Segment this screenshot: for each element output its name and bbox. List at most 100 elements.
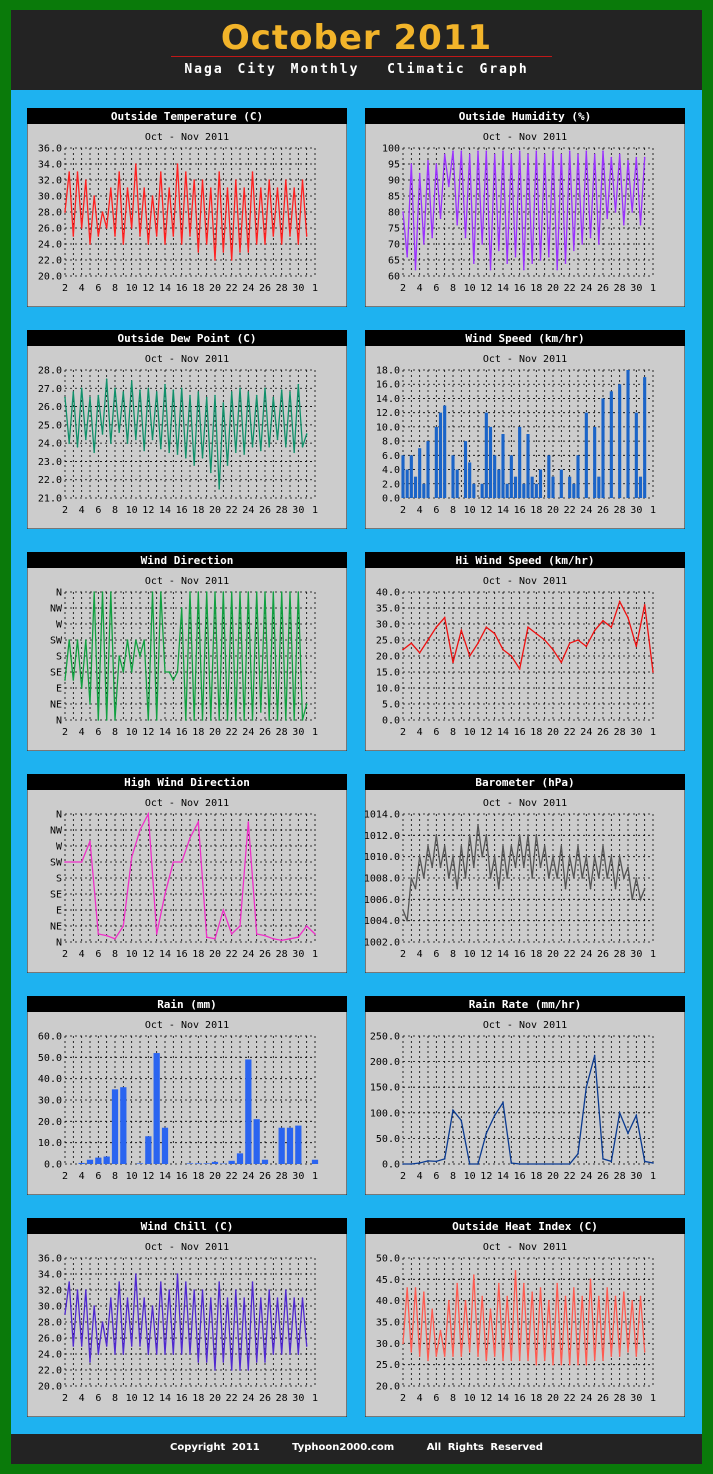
data-point bbox=[305, 703, 308, 705]
data-point bbox=[610, 156, 613, 159]
data-point bbox=[122, 243, 125, 245]
data-point bbox=[568, 855, 571, 858]
chart-title-bar bbox=[27, 774, 347, 790]
data-point bbox=[556, 1282, 558, 1285]
data-point bbox=[147, 243, 150, 245]
data-point bbox=[289, 391, 291, 393]
data-point bbox=[406, 1287, 408, 1289]
x-tick-label: 24 bbox=[242, 727, 254, 738]
y-tick-label: 36.0 bbox=[38, 144, 62, 155]
data-point bbox=[535, 834, 538, 837]
data-point bbox=[180, 387, 183, 390]
data-point bbox=[164, 383, 166, 386]
data-point bbox=[498, 887, 500, 890]
bar bbox=[509, 455, 513, 498]
x-tick-label: 1 bbox=[650, 1171, 656, 1182]
x-tick-label: 4 bbox=[79, 727, 85, 738]
data-point bbox=[543, 1359, 546, 1362]
data-point bbox=[72, 679, 75, 681]
x-tick-label: 30 bbox=[630, 505, 642, 516]
data-point bbox=[114, 1353, 116, 1355]
data-point bbox=[452, 1355, 454, 1357]
x-tick-label: 12 bbox=[142, 949, 154, 960]
chart-background bbox=[27, 1218, 347, 1417]
data-point bbox=[552, 1363, 554, 1366]
data-point bbox=[652, 1162, 654, 1164]
y-tick-label: 95 bbox=[388, 160, 400, 171]
x-tick-label: 18 bbox=[530, 283, 542, 294]
data-point bbox=[76, 446, 79, 448]
data-point bbox=[481, 855, 483, 858]
data-point bbox=[239, 1369, 241, 1371]
x-tick-label: 30 bbox=[630, 1393, 642, 1404]
data-point bbox=[635, 877, 638, 879]
x-tick-label: 10 bbox=[126, 505, 138, 516]
x-tick-label: 8 bbox=[450, 1393, 456, 1404]
data-point bbox=[577, 1152, 579, 1155]
chart-title: Rain Rate (mm/hr) bbox=[469, 998, 582, 1011]
y-tick-label: 1004.0 bbox=[365, 916, 400, 927]
data-point bbox=[552, 150, 554, 152]
data-point bbox=[402, 1163, 404, 1165]
y-tick-label: 85 bbox=[388, 192, 400, 203]
data-point bbox=[147, 813, 150, 815]
data-point bbox=[456, 224, 458, 226]
x-tick-label: 22 bbox=[226, 1393, 238, 1404]
data-point bbox=[218, 171, 220, 173]
data-point bbox=[618, 600, 621, 603]
chart-subtitle: Oct - Nov 2011 bbox=[483, 354, 567, 365]
data-point bbox=[260, 449, 262, 452]
data-point bbox=[523, 866, 525, 869]
data-point bbox=[122, 391, 125, 393]
data-point bbox=[214, 591, 216, 593]
data-point bbox=[64, 861, 66, 863]
data-point bbox=[260, 711, 262, 713]
y-tick-label: 20.0 bbox=[38, 272, 62, 283]
data-point bbox=[97, 235, 100, 237]
x-tick-label: 24 bbox=[580, 727, 592, 738]
data-point bbox=[531, 877, 533, 879]
data-point bbox=[606, 217, 608, 220]
y-tick-label: 1006.0 bbox=[365, 895, 400, 906]
data-point bbox=[443, 845, 446, 847]
data-point bbox=[101, 433, 104, 435]
y-tick-label: E bbox=[56, 684, 62, 695]
y-tick-label: 0.0 bbox=[382, 716, 400, 727]
x-tick-label: 8 bbox=[450, 505, 456, 516]
bar bbox=[418, 448, 422, 498]
data-point bbox=[464, 236, 467, 239]
data-point bbox=[72, 391, 75, 393]
data-point bbox=[255, 591, 258, 593]
data-point bbox=[435, 163, 438, 165]
data-point bbox=[280, 591, 283, 593]
y-tick-label: 25.0 bbox=[38, 420, 62, 431]
data-point bbox=[468, 1351, 471, 1353]
x-tick-label: 12 bbox=[480, 949, 492, 960]
data-point bbox=[548, 256, 550, 258]
data-point bbox=[243, 453, 245, 455]
x-tick-label: 20 bbox=[209, 505, 221, 516]
data-point bbox=[226, 719, 229, 721]
x-tick-label: 14 bbox=[497, 505, 509, 516]
data-point bbox=[448, 877, 450, 879]
x-tick-label: 20 bbox=[547, 949, 559, 960]
data-point bbox=[418, 652, 421, 654]
data-point bbox=[68, 442, 70, 444]
data-point bbox=[85, 179, 87, 181]
bar bbox=[422, 483, 426, 498]
data-point bbox=[214, 259, 216, 261]
footer-site-link[interactable]: Typhoon2000.com bbox=[292, 1442, 395, 1453]
x-tick-label: 12 bbox=[480, 1393, 492, 1404]
data-point bbox=[527, 1359, 529, 1362]
x-tick-label: 10 bbox=[126, 727, 138, 738]
data-point bbox=[64, 211, 66, 213]
x-tick-label: 22 bbox=[564, 1393, 576, 1404]
bar bbox=[438, 412, 443, 498]
data-point bbox=[564, 887, 567, 890]
data-point bbox=[468, 834, 471, 837]
x-tick-label: 12 bbox=[480, 283, 492, 294]
data-point bbox=[627, 1351, 629, 1353]
data-point bbox=[180, 243, 183, 245]
data-point bbox=[518, 1163, 521, 1165]
wind-chill-chart: Wind Chill (C) Oct - Nov 2011 20.0 22.0 24.0… bbox=[27, 1218, 347, 1417]
